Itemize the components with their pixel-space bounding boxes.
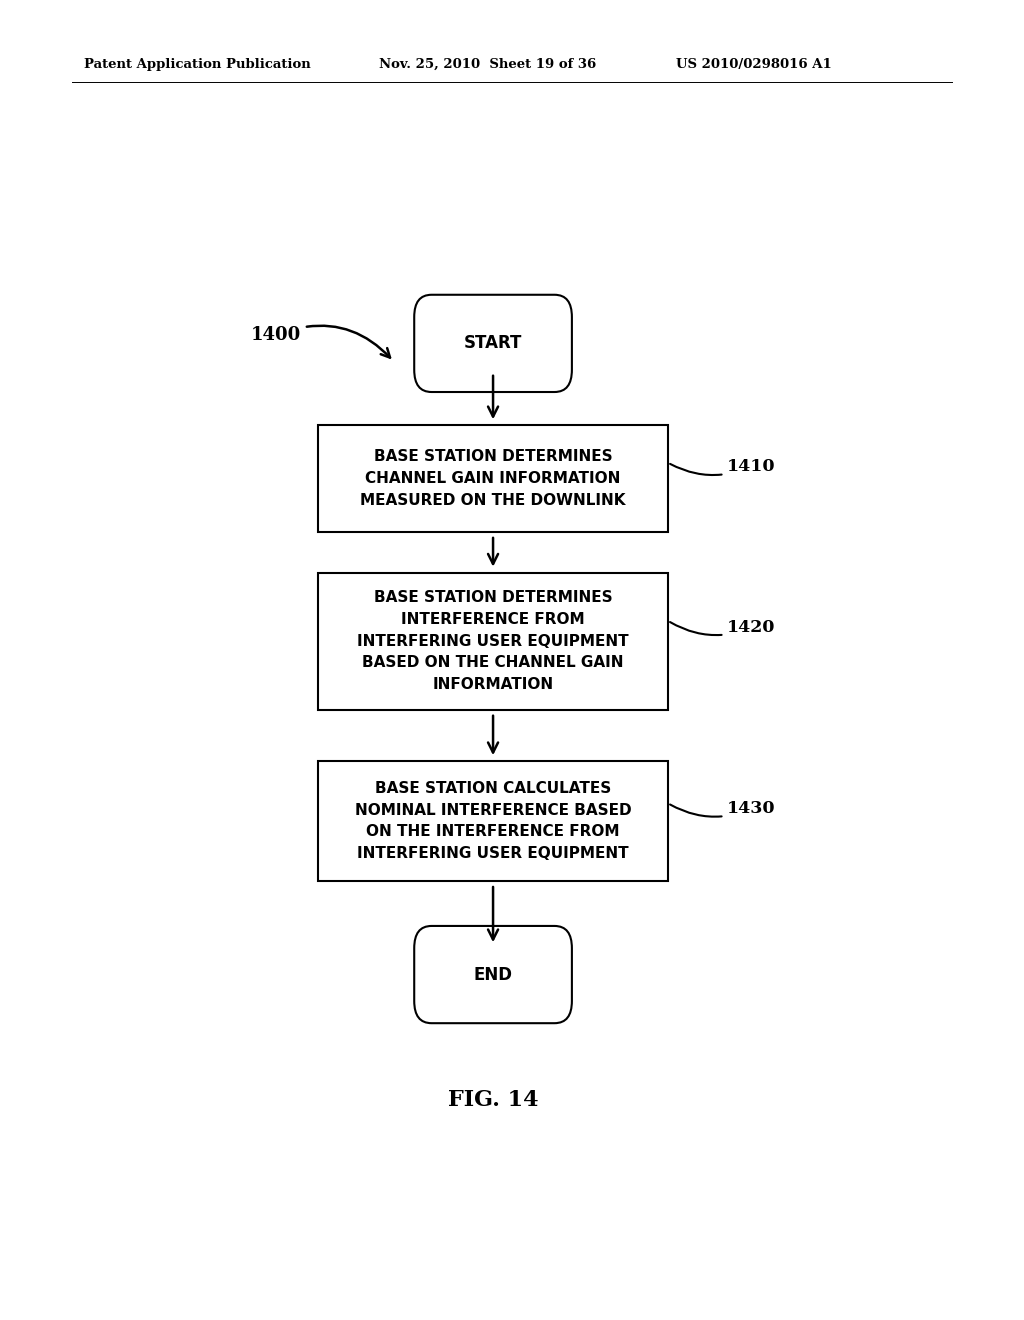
Text: BASE STATION DETERMINES
INTERFERENCE FROM
INTERFERING USER EQUIPMENT
BASED ON TH: BASE STATION DETERMINES INTERFERENCE FRO… bbox=[357, 590, 629, 692]
Text: 1410: 1410 bbox=[670, 458, 776, 475]
Text: FIG. 14: FIG. 14 bbox=[447, 1089, 539, 1110]
Text: BASE STATION DETERMINES
CHANNEL GAIN INFORMATION
MEASURED ON THE DOWNLINK: BASE STATION DETERMINES CHANNEL GAIN INF… bbox=[360, 450, 626, 508]
Text: END: END bbox=[473, 965, 513, 983]
Text: BASE STATION CALCULATES
NOMINAL INTERFERENCE BASED
ON THE INTERFERENCE FROM
INTE: BASE STATION CALCULATES NOMINAL INTERFER… bbox=[354, 781, 632, 861]
FancyBboxPatch shape bbox=[318, 762, 668, 880]
FancyBboxPatch shape bbox=[318, 573, 668, 710]
FancyBboxPatch shape bbox=[318, 425, 668, 532]
Text: 1400: 1400 bbox=[251, 326, 390, 358]
Text: 1430: 1430 bbox=[670, 800, 776, 817]
FancyBboxPatch shape bbox=[415, 925, 571, 1023]
Text: START: START bbox=[464, 334, 522, 352]
FancyBboxPatch shape bbox=[415, 294, 571, 392]
Text: Patent Application Publication: Patent Application Publication bbox=[84, 58, 310, 71]
Text: US 2010/0298016 A1: US 2010/0298016 A1 bbox=[676, 58, 831, 71]
Text: Nov. 25, 2010  Sheet 19 of 36: Nov. 25, 2010 Sheet 19 of 36 bbox=[379, 58, 596, 71]
Text: 1420: 1420 bbox=[670, 619, 775, 636]
